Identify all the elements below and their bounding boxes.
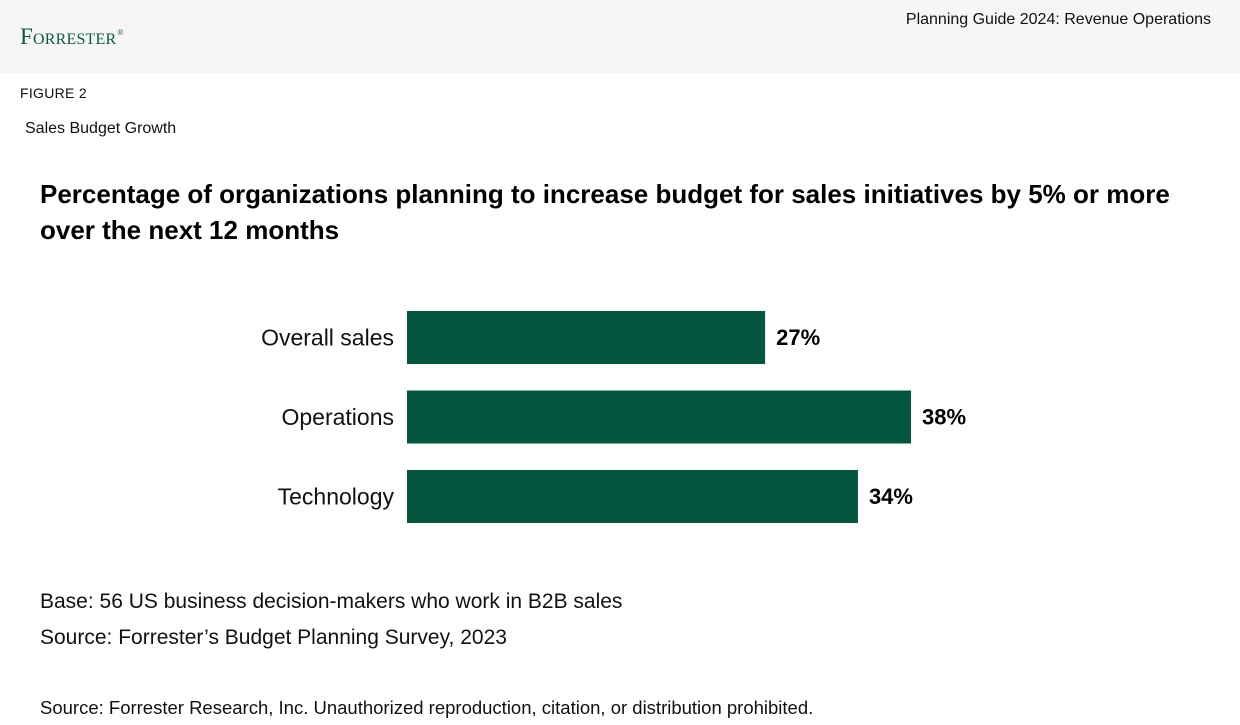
registered-mark: ® [117, 28, 124, 38]
category-label: Technology [278, 484, 395, 510]
category-label: Operations [281, 404, 394, 430]
base-note: Base: 56 US business decision-makers who… [40, 590, 623, 613]
logo-text: Forrester [20, 24, 117, 49]
value-label: 34% [869, 484, 913, 509]
forrester-logo: Forrester® [20, 24, 124, 50]
page-header: Forrester® Planning Guide 2024: Revenue … [0, 0, 1240, 73]
bar-overall-sales [407, 311, 766, 364]
value-label: 38% [922, 405, 966, 430]
bar-operations [407, 390, 911, 444]
figure-title: Sales Budget Growth [25, 120, 177, 137]
copyright-footer: Source: Forrester Research, Inc. Unautho… [40, 697, 814, 718]
document-title: Planning Guide 2024: Revenue Operations [905, 11, 1211, 28]
source-note: Source: Forrester’s Budget Planning Surv… [40, 626, 507, 649]
value-label: 27% [776, 325, 820, 350]
figure-label: FIGURE 2 [20, 85, 87, 101]
bar-chart: Overall sales 27% Operations 38% Technology 3… [261, 311, 966, 523]
category-label: Overall sales [261, 325, 394, 351]
chart-title: Percentage of organizations planning to … [40, 179, 1170, 245]
bar-technology [407, 470, 858, 523]
